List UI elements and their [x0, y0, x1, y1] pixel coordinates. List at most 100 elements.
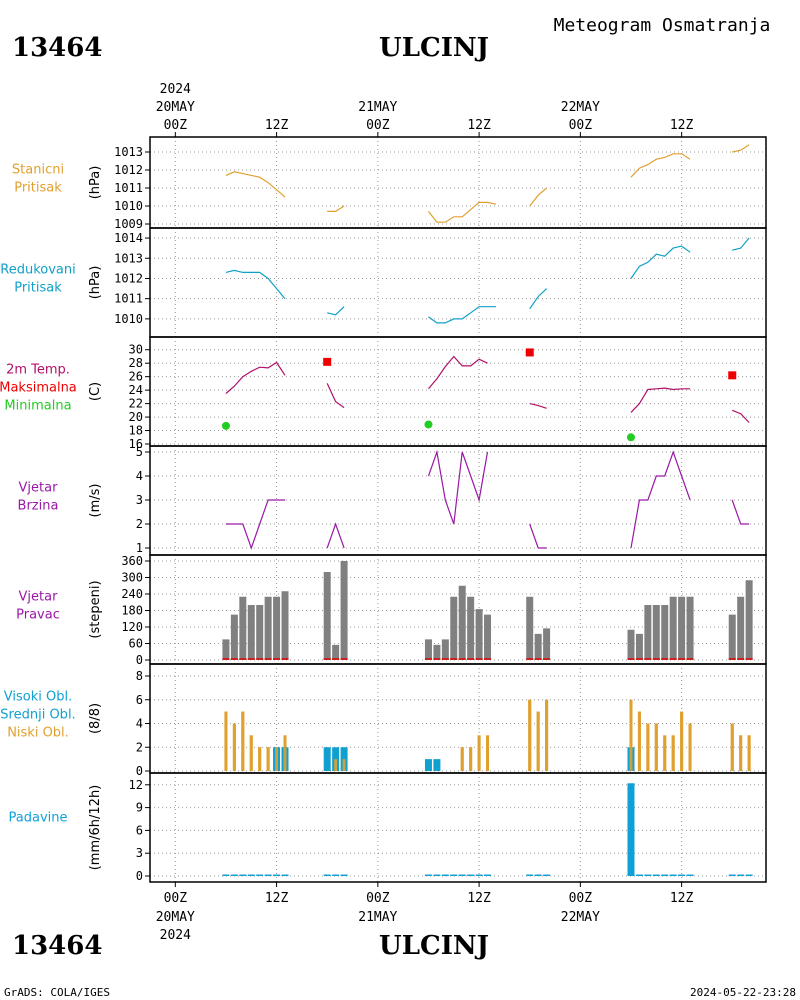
time-label: 12Z	[265, 118, 289, 133]
panel-6: 0 2 4 6 8 Visoki Obl. Srednji Obl. Niski Obl. (8…	[0, 663, 767, 778]
precip-bar	[526, 874, 534, 876]
wind-dir-base	[340, 658, 348, 660]
precip-bar	[661, 874, 669, 876]
y-axis-label: (C)	[88, 382, 103, 401]
precip-bar	[467, 874, 475, 876]
series-line	[327, 205, 345, 212]
year-label: 2024	[160, 928, 191, 943]
cloud-low-bar-front	[232, 723, 236, 771]
y-tick-label: 3	[136, 846, 143, 860]
cloud-low-bar-front	[342, 759, 346, 771]
wind-dir-bar	[543, 628, 551, 660]
y-tick-label: 5	[136, 445, 143, 459]
cloud-low-bar-front	[266, 747, 270, 771]
y-tick-label: 240	[121, 587, 143, 601]
wind-dir-bar	[340, 561, 348, 660]
cloud-low-bar-front	[730, 723, 734, 771]
y-axis-label: (mm/6h/12h)	[88, 785, 103, 871]
wind-dir-bar	[652, 605, 660, 660]
wind-dir-bar	[256, 605, 264, 660]
series-line	[731, 409, 750, 423]
cloud-low-bar-front	[646, 723, 650, 771]
wind-dir-base	[264, 658, 272, 660]
y-tick-label: 0	[136, 869, 143, 883]
date-label: 21MAY	[358, 910, 397, 925]
wind-dir-base	[737, 658, 745, 660]
wind-dir-base	[433, 658, 441, 660]
wind-dir-bar	[281, 591, 289, 660]
precip-bar	[458, 874, 466, 876]
y-tick-label: 0	[136, 653, 143, 667]
wind-dir-base	[239, 658, 247, 660]
cloud-low-bar-front	[739, 735, 743, 771]
panel-title: Vjetar	[19, 590, 59, 605]
time-label: 12Z	[670, 891, 694, 906]
tmin-marker	[626, 433, 635, 442]
y-tick-label: 1012	[114, 271, 143, 285]
wind-dir-bar	[222, 639, 230, 660]
precip-bar	[686, 874, 694, 876]
precip-bar	[441, 874, 449, 876]
wind-dir-base	[332, 658, 340, 660]
wind-dir-base	[281, 658, 289, 660]
panel-frame	[149, 227, 767, 338]
y-tick-label: 360	[121, 554, 143, 568]
y-tick-label: 22	[129, 397, 143, 411]
y-tick-label: 28	[129, 356, 143, 370]
panel-title: Pritisak	[14, 281, 62, 296]
precip-bar	[627, 783, 635, 876]
time-label: 00Z	[569, 891, 593, 906]
wind-dir-base	[635, 658, 643, 660]
panel-title: Minimalna	[4, 399, 71, 414]
wind-dir-bar	[534, 633, 542, 660]
precip-bar	[669, 874, 677, 876]
wind-dir-base	[526, 658, 534, 660]
precip-bar	[273, 874, 281, 876]
series-line	[630, 153, 691, 178]
wind-dir-bar	[332, 644, 340, 660]
station-id-bottom: 13464	[12, 931, 102, 961]
cloud-low-bar-front	[275, 747, 279, 771]
precip-bar	[635, 874, 643, 876]
wind-dir-base	[627, 658, 635, 660]
cloud-low-bar-front	[688, 723, 692, 771]
precip-bar	[222, 874, 230, 876]
cloud-low-bar-front	[747, 735, 751, 771]
precip-bar	[247, 874, 255, 876]
wind-dir-base	[273, 658, 281, 660]
wind-dir-base	[484, 658, 492, 660]
wind-dir-base	[686, 658, 694, 660]
series-line	[630, 245, 691, 279]
cloud-low-bar-front	[637, 711, 641, 771]
wind-dir-base	[534, 658, 542, 660]
wind-dir-bar	[678, 596, 686, 660]
y-tick-label: 1011	[114, 181, 143, 195]
cloud-low-bar-front	[241, 711, 245, 771]
panel-4: 1 2 3 4 5 Vjetar Brzina (m/s)	[18, 445, 767, 556]
wind-dir-bar	[424, 639, 432, 660]
tmax-marker	[525, 348, 534, 357]
series-line	[225, 499, 285, 550]
product-title: Meteogram Osmatranja	[554, 15, 771, 36]
y-tick-label: 16	[129, 437, 143, 451]
y-tick-label: 1013	[114, 251, 143, 265]
series-line	[225, 361, 286, 394]
date-label: 20MAY	[156, 100, 195, 115]
wind-dir-bar	[526, 596, 534, 660]
panel-7: 0 3 6 9 12 Padavine (mm/6h/12h)	[9, 772, 767, 883]
station-id-top: 13464	[12, 33, 102, 63]
wind-dir-base	[450, 658, 458, 660]
series-line	[529, 288, 548, 310]
tmax-marker	[323, 357, 332, 366]
panel-title: Visoki Obl.	[4, 690, 72, 705]
credit-text: GrADS: COLA/IGES	[4, 986, 110, 999]
wind-dir-base	[669, 658, 677, 660]
series-line	[529, 187, 547, 207]
y-tick-label: 300	[121, 571, 143, 585]
series-line	[428, 306, 496, 324]
y-tick-label: 26	[129, 370, 143, 384]
y-tick-label: 1009	[114, 217, 143, 231]
panel-frame	[149, 136, 767, 229]
cloud-low-bar-front	[477, 735, 481, 771]
